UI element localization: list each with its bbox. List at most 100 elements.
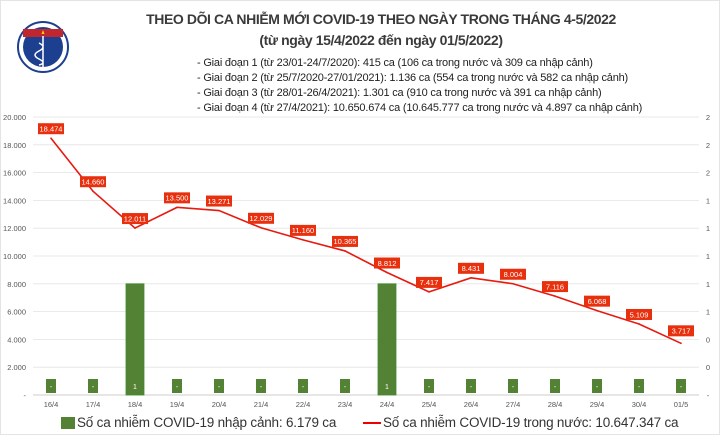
left-axis-tick-label: 8.000 xyxy=(7,280,26,289)
bar-data-label: - xyxy=(50,384,53,391)
line-data-label: 7.417 xyxy=(420,278,439,287)
x-axis-tick-label: 25/4 xyxy=(422,400,437,409)
line-point xyxy=(50,137,52,140)
left-axis-tick-label: 4.000 xyxy=(7,335,26,344)
left-axis-tick-label: 20.000 xyxy=(3,113,26,122)
line-data-label-box xyxy=(500,268,526,280)
line-data-label: 8.812 xyxy=(378,259,397,268)
x-axis-tick-label: 18/4 xyxy=(128,400,143,409)
left-axis-tick-label: 14.000 xyxy=(3,196,26,205)
x-axis-tick-label: 21/4 xyxy=(254,400,269,409)
x-axis-tick-label: 26/4 xyxy=(464,400,479,409)
note-stage-2: - Giai đoạn 2 (từ 25/7/2020-27/01/2021):… xyxy=(197,72,628,84)
right-axis-tick-label: 1 xyxy=(706,308,710,317)
right-axis-tick-label: 0 xyxy=(706,335,710,344)
line-series-domestic xyxy=(50,137,682,345)
line-data-label-box xyxy=(80,176,106,188)
right-axis-tick-label: - xyxy=(707,391,710,400)
bar xyxy=(508,379,518,393)
bar xyxy=(377,283,397,396)
line-point xyxy=(134,227,136,229)
line-data-label-box xyxy=(458,262,484,274)
line-data-label: 10.365 xyxy=(334,237,357,246)
left-axis-tick-label: 18.000 xyxy=(3,141,26,150)
bar xyxy=(676,379,686,393)
line-data-label-box xyxy=(332,235,358,247)
bar-data-label: 1 xyxy=(133,384,137,391)
line-point xyxy=(344,250,346,252)
chart-title: THEO DÕI CA NHIỄM MỚI COVID-19 THEO NGÀY… xyxy=(146,11,616,27)
right-axis-tick-label: 2 xyxy=(706,113,710,122)
x-axis-tick-label: 30/4 xyxy=(632,400,647,409)
note-stage-3: - Giai đoạn 3 (từ 28/01-26/4/2021): 1.30… xyxy=(197,87,602,99)
line-point xyxy=(302,239,304,241)
line-data-label-box xyxy=(626,308,652,320)
left-axis-tick-label: 6.000 xyxy=(7,308,26,317)
line-data-label: 8.431 xyxy=(462,264,481,273)
line-data-label-box xyxy=(248,212,274,224)
line-point xyxy=(260,226,262,229)
line-data-label: 11.160 xyxy=(292,226,314,235)
line-point xyxy=(596,309,598,312)
ministry-of-health-logo xyxy=(17,21,69,73)
line-point xyxy=(218,209,220,212)
line-point xyxy=(680,342,682,345)
bar-data-label: - xyxy=(638,384,641,391)
bar xyxy=(340,379,350,393)
right-axis-tick-label: 2 xyxy=(706,141,710,150)
line-point xyxy=(428,291,430,293)
x-axis-tick-label: 17/4 xyxy=(86,400,101,409)
line-data-label: 13.271 xyxy=(208,197,231,206)
legend-label-imported: Số ca nhiễm COVID-19 nhập cảnh: 6.179 ca xyxy=(77,415,337,430)
line-data-label: 8.004 xyxy=(504,270,523,279)
right-axis-tick-label: 0 xyxy=(706,363,710,372)
note-stage-4: - Giai đoạn 4 (từ 27/4/2021): 10.650.674… xyxy=(197,102,643,114)
x-axis-tick-label: 20/4 xyxy=(212,400,227,409)
bar-data-label: - xyxy=(344,384,347,391)
legend-label-domestic: Số ca nhiễm COVID-19 trong nước: 10.647.… xyxy=(383,415,679,430)
bar xyxy=(466,379,476,393)
bar-data-label: - xyxy=(470,384,473,391)
x-axis-tick-label: 16/4 xyxy=(44,400,59,409)
x-axis-tick-label: 27/4 xyxy=(506,400,521,409)
bar xyxy=(46,379,56,393)
bar-data-label: - xyxy=(680,384,683,391)
note-stage-1: - Giai đoạn 1 (từ 23/01-24/7/2020): 415 … xyxy=(197,57,593,69)
bar xyxy=(298,379,308,393)
bar-data-label: - xyxy=(92,384,95,391)
line-point xyxy=(470,277,472,279)
bar xyxy=(172,379,182,393)
bar-data-label: 1 xyxy=(385,384,389,391)
bar xyxy=(125,283,145,396)
x-axis-tick-label: 23/4 xyxy=(338,400,353,409)
line-point xyxy=(92,190,94,193)
line-data-label: 6.068 xyxy=(588,297,607,306)
x-axis-tick-label: 19/4 xyxy=(170,400,185,409)
line-data-label: 5.109 xyxy=(630,310,649,319)
bar-data-label: - xyxy=(218,384,221,391)
bar xyxy=(634,379,644,393)
line-point xyxy=(512,282,514,285)
line-data-label: 14.660 xyxy=(82,178,105,187)
left-axis-tick-label: 2.000 xyxy=(7,363,26,372)
line-data-label: 12.029 xyxy=(250,214,273,223)
bar xyxy=(424,379,434,393)
line-data-label: 12.011 xyxy=(124,214,146,223)
line-point xyxy=(176,206,178,209)
bar-data-label: - xyxy=(596,384,599,391)
legend-swatch-line xyxy=(363,421,381,424)
stage-notes: - Giai đoạn 1 (từ 23/01-24/7/2020): 415 … xyxy=(197,56,642,116)
x-axis-tick-label: 01/5 xyxy=(674,400,689,409)
line-data-label-box xyxy=(38,123,64,135)
line-data-label-box xyxy=(668,325,694,337)
legend-item-domestic: Số ca nhiễm COVID-19 trong nước: 10.647.… xyxy=(363,415,679,430)
line-data-label-box xyxy=(206,195,232,207)
right-axis-tick-label: 2 xyxy=(706,169,710,178)
legend-swatch-bar xyxy=(61,416,75,429)
left-axis-tick-label: 12.000 xyxy=(3,224,26,233)
left-axis-tick-label: 10.000 xyxy=(3,252,26,261)
chart-subtitle: (từ ngày 15/4/2022 đến ngày 01/5/2022) xyxy=(259,32,503,48)
line-data-label: 3.717 xyxy=(672,327,691,336)
line-data-label-box xyxy=(542,281,568,293)
